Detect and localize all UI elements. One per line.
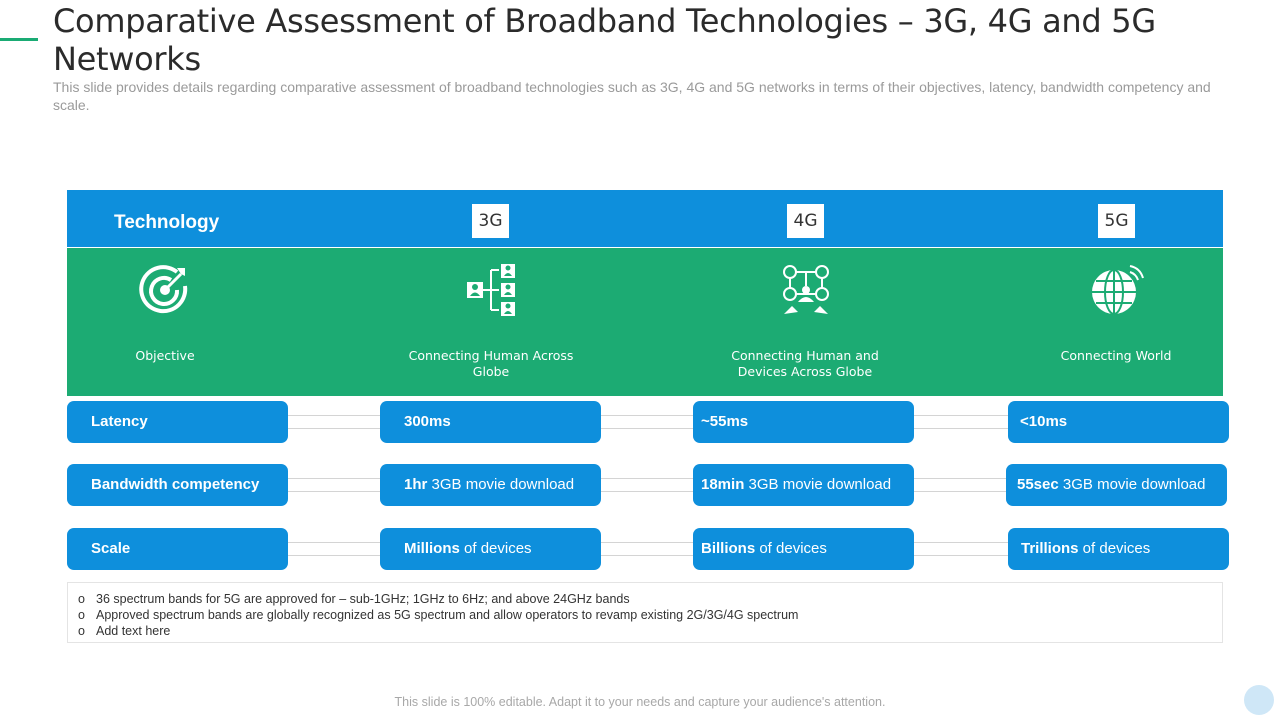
human-network-icon — [467, 264, 515, 316]
objective-4g-value: Connecting Human and Devices Across Glob… — [731, 348, 879, 379]
scale-label: Scale — [91, 540, 131, 557]
gen-3g-label: 3G — [472, 204, 509, 238]
corner-decoration — [1244, 685, 1274, 715]
note-item: o 36 spectrum bands for 5G are approved f… — [78, 591, 1222, 607]
note-bullet: o — [78, 624, 85, 638]
latency-4g-pill: ~55ms — [693, 401, 914, 443]
scale-3g-pill: Millions of devices — [380, 528, 601, 570]
bandwidth-3g-value: 1hr — [404, 476, 428, 493]
target-icon — [139, 265, 188, 314]
gen-4g-label: 4G — [787, 204, 824, 238]
latency-3g-value: 300ms — [404, 413, 451, 430]
bandwidth-label: Bandwidth competency — [91, 476, 260, 493]
scale-5g-value: Trillions — [1021, 540, 1079, 557]
scale-5g-pill: Trillions of devices — [1008, 528, 1229, 570]
latency-label: Latency — [91, 413, 148, 430]
bandwidth-4g-pill: 18min 3GB movie download — [693, 464, 914, 506]
latency-label-pill: Latency — [67, 401, 288, 443]
footer-text: This slide is 100% editable. Adapt it to… — [394, 695, 886, 709]
technology-header-band — [67, 190, 1223, 247]
note-placeholder-text[interactable]: Add text here — [96, 624, 171, 638]
note-bullet: o — [78, 608, 85, 622]
scale-4g-pill: Billions of devices — [693, 528, 914, 570]
bandwidth-3g-pill: 1hr 3GB movie download — [380, 464, 601, 506]
latency-3g-pill: 300ms — [380, 401, 601, 443]
scale-3g-suffix: of devices — [459, 540, 532, 557]
objective-row-label: Objective — [135, 348, 195, 363]
scale-3g-value: Millions — [404, 540, 460, 557]
latency-5g-value: <10ms — [1020, 413, 1068, 430]
page-title: Comparative Assessment of Broadband Tech… — [53, 2, 1156, 78]
note-item: o Approved spectrum bands are globally re… — [78, 607, 1222, 623]
notes-box: o 36 spectrum bands for 5G are approved f… — [67, 582, 1223, 643]
note-text: Approved spectrum bands are globally rec… — [96, 608, 799, 622]
objective-5g-value: Connecting World — [1060, 348, 1172, 363]
globe-wireless-icon — [1092, 265, 1144, 315]
bandwidth-5g-suffix: 3GB movie download — [1058, 476, 1206, 493]
device-network-icon — [783, 265, 829, 314]
note-bullet: o — [78, 592, 85, 606]
scale-5g-suffix: of devices — [1078, 540, 1151, 557]
objective-band — [67, 248, 1223, 396]
page-subtitle: This slide provides details regarding co… — [53, 79, 1211, 113]
bandwidth-label-pill: Bandwidth competency — [67, 464, 288, 506]
latency-5g-pill: <10ms — [1008, 401, 1229, 443]
technology-header-label: Technology — [114, 212, 220, 233]
scale-4g-suffix: of devices — [755, 540, 827, 557]
bandwidth-4g-suffix: 3GB movie download — [744, 476, 892, 493]
scale-label-pill: Scale — [67, 528, 288, 570]
bandwidth-5g-pill: 55sec 3GB movie download — [1006, 464, 1227, 506]
note-item[interactable]: o Add text here — [78, 623, 1222, 639]
bandwidth-4g-value: 18min — [701, 476, 745, 493]
note-text: 36 spectrum bands for 5G are approved fo… — [96, 592, 630, 606]
gen-5g-label: 5G — [1098, 204, 1135, 238]
objective-3g-value: Connecting Human Across Globe — [408, 348, 574, 379]
title-accent-line — [0, 38, 38, 41]
bandwidth-5g-value: 55sec — [1017, 476, 1059, 493]
scale-4g-value: Billions — [701, 540, 756, 557]
latency-4g-value: ~55ms — [701, 413, 749, 430]
bandwidth-3g-suffix: 3GB movie download — [427, 476, 575, 493]
